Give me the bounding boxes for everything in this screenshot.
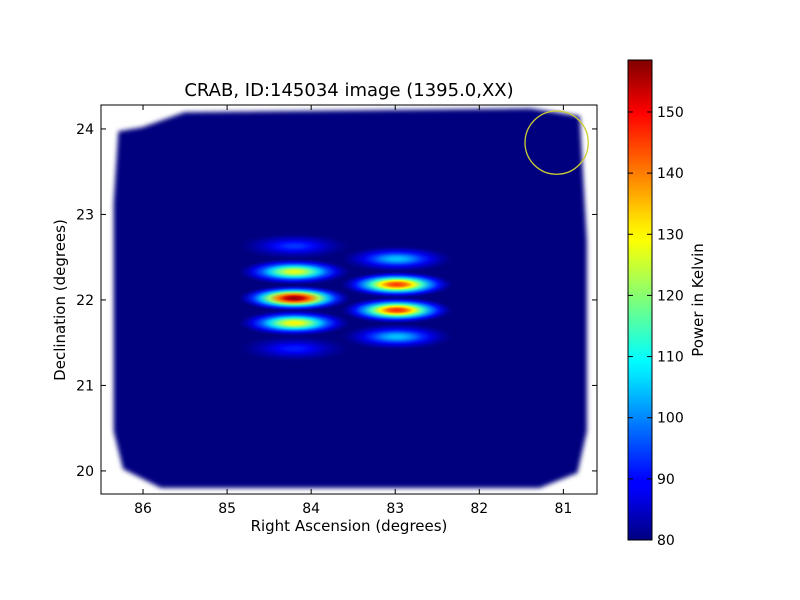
colorbar-tick-label: 80 [657, 533, 675, 549]
colorbar-label: Power in Kelvin [689, 243, 707, 357]
y-tick-label: 20 [76, 464, 94, 480]
y-tick-label: 21 [76, 378, 94, 394]
colorbar-tick-label: 150 [657, 105, 684, 121]
x-tick-label: 83 [386, 501, 404, 517]
y-axis-label: Declination (degrees) [51, 219, 69, 381]
colorbar-tick-label: 140 [657, 166, 684, 182]
x-tick-label: 84 [302, 501, 320, 517]
y-tick-label: 22 [76, 293, 94, 309]
source-peak [340, 245, 453, 272]
colorbar-tick-label: 100 [657, 411, 684, 427]
x-axis-ticks: 86 85 84 83 82 81 [134, 105, 572, 517]
source-emission-layer [238, 233, 453, 362]
x-tick-label: 82 [470, 501, 488, 517]
colorbar-tick-label: 110 [657, 350, 684, 366]
colorbar-tick-label: 90 [657, 472, 675, 488]
y-axis-ticks: 20 21 22 23 24 [76, 122, 597, 480]
x-axis-label: Right Ascension (degrees) [251, 517, 448, 535]
y-tick-label: 23 [76, 207, 94, 223]
source-peak [340, 297, 453, 324]
beam-circle [524, 110, 589, 175]
colorbar-tick-label: 120 [657, 288, 684, 304]
source-peak [238, 233, 351, 260]
colorbar-tick-label: 130 [657, 227, 684, 243]
y-tick-label: 24 [76, 122, 94, 138]
x-tick-label: 81 [554, 501, 572, 517]
source-peak [238, 310, 351, 337]
colorbar-ticks: 80 90 100 110 120 130 140 150 [628, 105, 684, 549]
source-peak [340, 271, 453, 298]
source-peak [238, 258, 351, 285]
plot-area [113, 108, 589, 489]
x-tick-label: 86 [134, 501, 152, 517]
colorbar [627, 59, 653, 541]
chart-title: CRAB, ID:145034 image (1395.0,XX) [184, 80, 513, 101]
source-peak [238, 285, 351, 312]
source-peak [238, 335, 351, 362]
x-tick-label: 85 [218, 501, 236, 517]
source-peak [340, 323, 453, 350]
